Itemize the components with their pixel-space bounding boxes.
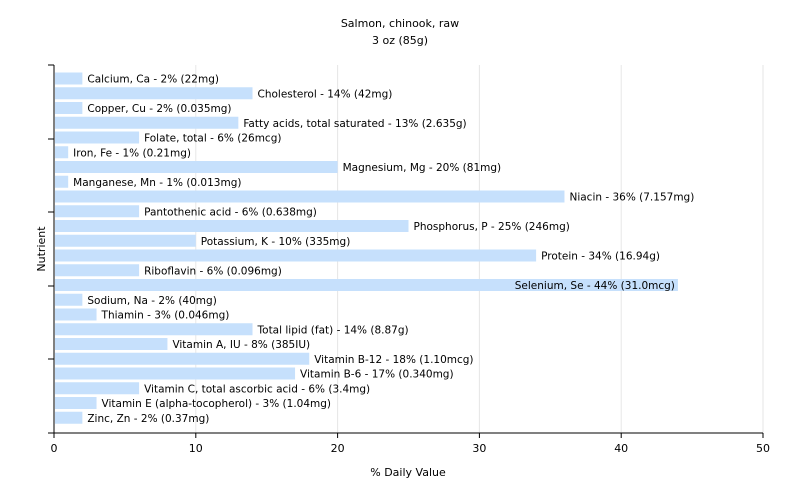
bar-label: Vitamin B-12 - 18% (1.10mcg) (314, 354, 473, 366)
bar (55, 102, 83, 114)
bar (55, 116, 239, 129)
bar-label: Calcium, Ca - 2% (22mg) (87, 74, 219, 86)
bar-label: Zinc, Zn - 2% (0.37mg) (87, 413, 209, 425)
bar (55, 323, 253, 336)
y-axis-label: Nutrient (35, 226, 48, 272)
bar (55, 175, 69, 188)
bar-label: Phosphorus, P - 25% (246mg) (414, 221, 570, 233)
x-tick-label: 40 (614, 442, 628, 455)
bar (55, 234, 196, 247)
bar-label: Vitamin C, total ascorbic acid - 6% (3.4… (144, 383, 370, 395)
bar (55, 308, 97, 321)
bar-label: Niacin - 36% (7.157mg) (569, 192, 694, 204)
x-ticks-group: 0 10 20 30 40 50 (51, 433, 770, 455)
bar-label: Selenium, Se - 44% (31.0mcg) (515, 280, 675, 292)
bar (55, 146, 69, 159)
bar-label: Folate, total - 6% (26mcg) (144, 133, 281, 145)
bar (55, 190, 565, 203)
bar (55, 249, 537, 262)
bar-label: Manganese, Mn - 1% (0.013mg) (73, 177, 241, 189)
bar-label: Magnesium, Mg - 20% (81mg) (343, 162, 502, 174)
chart-subtitle: 3 oz (85g) (372, 34, 428, 47)
bar (55, 293, 83, 306)
x-tick-label: 10 (189, 442, 203, 455)
bar (55, 411, 83, 424)
bar-label: Iron, Fe - 1% (0.21mg) (73, 147, 191, 159)
bar-label: Riboflavin - 6% (0.096mg) (144, 265, 282, 277)
bar (55, 338, 168, 350)
axes-group (48, 64, 763, 434)
bar-label: Potassium, K - 10% (335mg) (201, 236, 351, 248)
bar-label: Copper, Cu - 2% (0.035mg) (87, 103, 231, 115)
bar-label: Vitamin A, IU - 8% (385IU) (172, 339, 310, 351)
bar (55, 87, 253, 100)
bar (55, 131, 140, 144)
x-tick-label: 30 (472, 442, 486, 455)
bar (55, 279, 678, 291)
bar-label: Vitamin E (alpha-tocopherol) - 3% (1.04m… (102, 398, 332, 410)
bar-label: Total lipid (fat) - 14% (8.87g) (257, 324, 409, 336)
x-tick-label: 20 (331, 442, 345, 455)
bar-label: Pantothenic acid - 6% (0.638mg) (144, 206, 317, 218)
bar (55, 352, 310, 365)
bar (55, 72, 83, 85)
bars-group: Calcium, Ca - 2% (22mg) Cholesterol - 14%… (55, 72, 694, 425)
bar (55, 397, 97, 409)
bar-label: Vitamin B-6 - 17% (0.340mg) (300, 369, 454, 381)
bar (55, 220, 409, 232)
bar-label: Cholesterol - 14% (42mg) (258, 88, 393, 100)
x-tick-label: 0 (51, 442, 58, 455)
bar (55, 205, 140, 218)
bar (55, 264, 140, 277)
bar-label: Sodium, Na - 2% (40mg) (87, 295, 216, 307)
bar-label: Thiamin - 3% (0.046mg) (101, 310, 230, 322)
x-tick-label: 50 (756, 442, 770, 455)
bar-label: Fatty acids, total saturated - 13% (2.63… (243, 118, 466, 130)
bar-label: Protein - 34% (16.94g) (541, 251, 660, 263)
chart-title: Salmon, chinook, raw (341, 17, 459, 30)
bar (55, 161, 338, 173)
bar (55, 367, 296, 380)
bar (55, 382, 140, 395)
x-axis-label: % Daily Value (370, 466, 446, 479)
